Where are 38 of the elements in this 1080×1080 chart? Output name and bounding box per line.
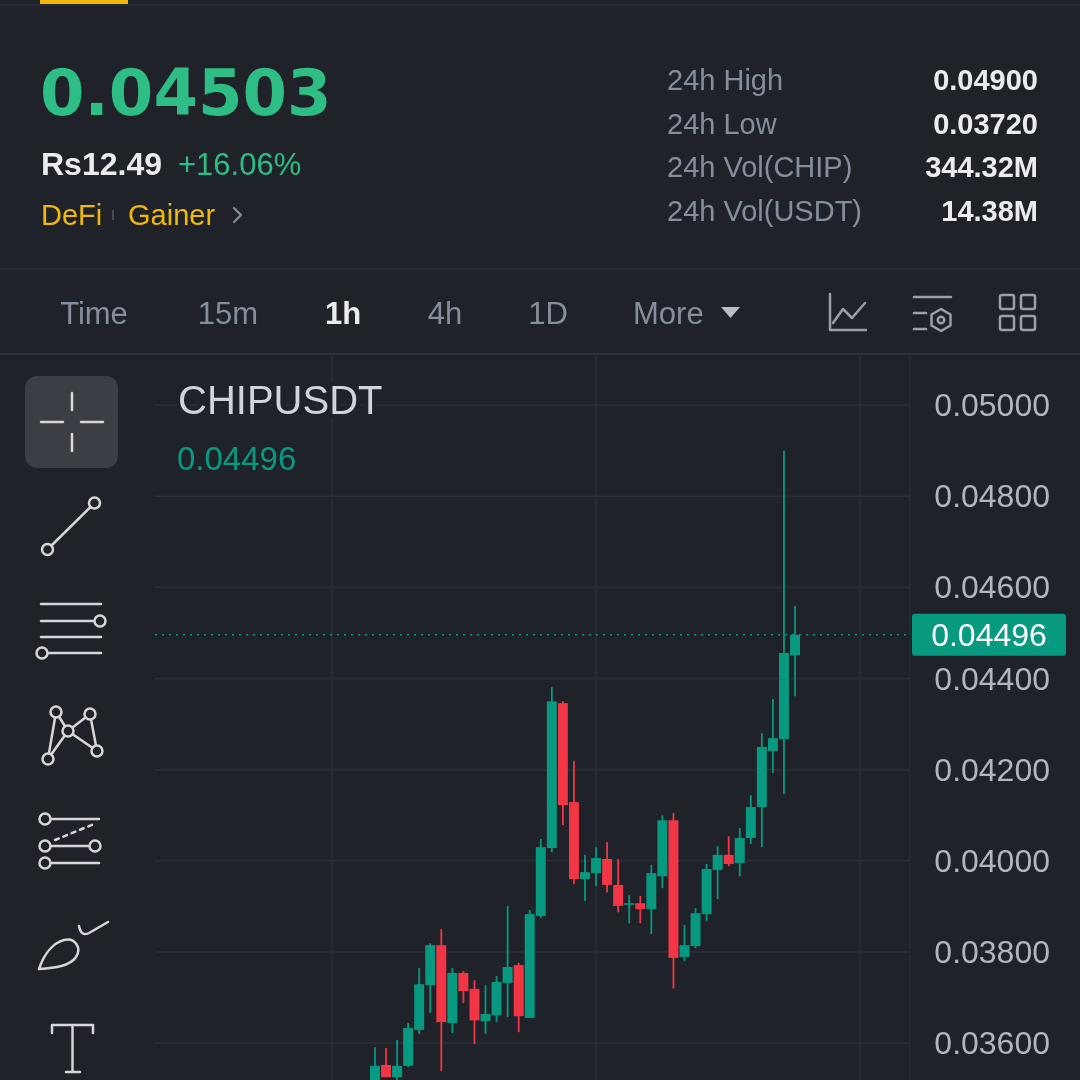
text: 0.04900 [933, 64, 1038, 96]
text: 0.03720 [933, 108, 1038, 140]
candlestick [370, 1046, 380, 1080]
ref-line-label: 0.04496 [931, 616, 1047, 653]
y-tick-label: 0.04400 [934, 660, 1050, 697]
text: 1h [324, 296, 362, 331]
text: 24h Low [667, 108, 778, 140]
text: 24h Vol(CHIP) [667, 151, 853, 183]
text: 1D [528, 296, 568, 331]
text: Rs12.49 [41, 146, 162, 182]
text: 4h [427, 296, 463, 331]
text: 0.04496 [177, 440, 297, 477]
y-tick-label: 0.04800 [934, 478, 1050, 515]
candlestick [635, 895, 646, 925]
y-tick-label: 0.03600 [934, 1025, 1050, 1062]
text: CHIPUSDT [178, 378, 383, 422]
y-tick-label: 0.04000 [934, 842, 1050, 879]
text: 0.04503 [40, 56, 332, 130]
candlestick [624, 894, 635, 925]
candlestick [679, 924, 690, 962]
text: 24h High [667, 64, 784, 96]
text: Gainer [128, 199, 216, 231]
text: +16.06% [178, 147, 302, 182]
text: More [633, 296, 704, 331]
y-tick-label: 0.04600 [934, 569, 1050, 606]
text: Time [60, 296, 128, 331]
y-tick-label: 0.05000 [934, 387, 1050, 424]
candlestick [613, 858, 624, 914]
text: 344.32M [925, 151, 1038, 183]
text: 14.38M [941, 195, 1038, 227]
y-tick-label: 0.04200 [934, 751, 1050, 788]
text: DeFi [41, 199, 103, 231]
text: 15m [197, 296, 259, 331]
candlestick [381, 1047, 391, 1079]
candlestick [392, 1039, 403, 1080]
y-tick-label: 0.03800 [934, 933, 1050, 970]
text: 24h Vol(USDT) [667, 195, 863, 227]
candlestick [723, 835, 734, 868]
